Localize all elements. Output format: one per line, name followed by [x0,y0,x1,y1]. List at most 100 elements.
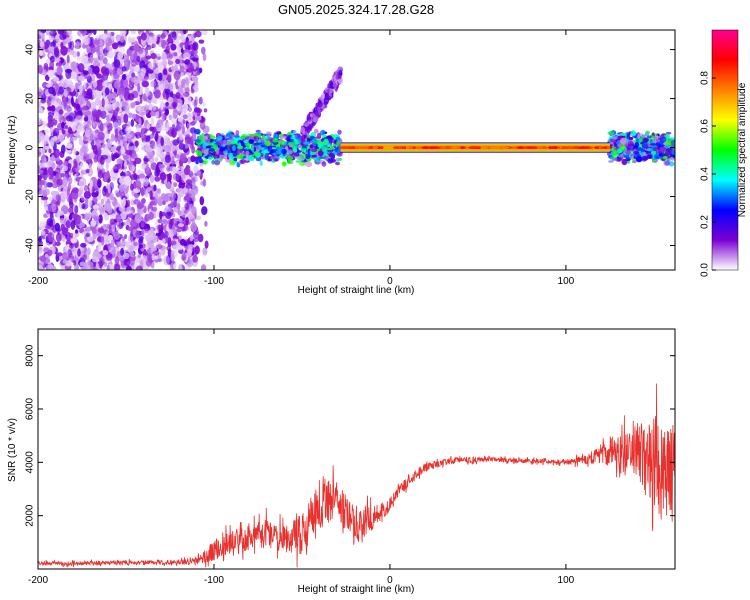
band-blob [301,145,307,149]
noise-blob [54,83,60,93]
noise-blob [77,94,85,105]
noise-blob [75,168,79,178]
line-peak [606,146,611,150]
noise-blob [182,104,187,110]
noise-blob [194,80,199,90]
noise-blob [144,178,150,183]
band-blob [609,155,617,159]
noise-blob [181,253,187,261]
noise-blob [164,146,169,152]
noise-blob [191,218,196,224]
band-blob [629,155,635,160]
noise-blob [159,172,167,181]
band-blob [233,157,238,162]
noise-blob [175,92,181,99]
band-blob [198,157,202,164]
noise-blob [38,91,42,97]
band-blob [653,154,660,160]
noise-blob [168,221,173,230]
noise-blob [170,240,177,246]
noise-blob [89,179,94,189]
band-blob [301,154,306,160]
noise-blob [41,94,47,101]
band-blob [620,137,627,145]
noise-blob [158,224,162,231]
noise-blob [170,43,177,51]
line-peak [409,146,414,150]
noise-blob [73,158,77,167]
noise-blob [119,175,126,186]
noise-blob [105,120,110,126]
noise-blob [70,237,78,244]
noise-blob [192,42,197,51]
band-blob [653,146,658,151]
band-blob [219,152,225,155]
line-peak [469,146,481,150]
noise-blob [170,253,175,262]
noise-blob [62,100,68,110]
noise-blob [80,162,84,171]
noise-blob [130,76,138,83]
noise-blob [92,204,100,210]
noise-blob [38,226,43,231]
spectrogram-heatmap [38,30,675,270]
band-blob [272,138,279,143]
x-tick-label: -100 [204,276,224,287]
noise-blob [166,37,174,43]
noise-blob [185,216,189,226]
band-blob [318,143,322,149]
noise-blob [75,114,83,120]
noise-blob [124,133,133,139]
noise-blob [48,86,55,95]
band-blob [633,151,640,154]
band-blob [306,137,311,142]
noise-blob [144,73,149,80]
noise-blob [124,159,128,169]
noise-blob [143,67,147,74]
noise-blob [171,156,175,166]
noise-blob [151,97,158,104]
noise-blob [120,171,126,178]
noise-blob [39,41,45,48]
noise-blob [197,233,204,243]
noise-blob [177,223,185,228]
noise-blob [101,81,108,86]
band-blob [635,147,643,152]
noise-blob [191,49,198,55]
noise-blob [177,129,183,137]
noise-blob [186,139,193,144]
noise-blob [154,157,159,162]
noise-blob [151,262,155,269]
noise-blob [47,119,54,129]
noise-blob [158,229,163,235]
line-peak [421,146,430,150]
noise-blob [52,266,57,270]
y-tick-label: 0 [25,144,36,150]
snr-y-label: SNR (10 * v/v) [7,418,18,482]
noise-blob [44,135,47,141]
noise-blob [111,223,115,233]
noise-blob [62,78,70,89]
noise-blob [117,51,124,60]
noise-blob [42,120,47,129]
noise-blob [94,129,100,134]
noise-blob [136,55,141,63]
noise-blob [155,110,160,119]
noise-blob [55,241,61,247]
noise-blob [38,107,43,112]
band-blob [273,148,278,152]
noise-blob [146,233,154,239]
band-blob [310,135,315,140]
noise-blob [41,196,49,201]
band-blob [240,135,247,139]
noise-blob [105,162,109,172]
noise-blob [195,30,202,38]
noise-blob [100,235,105,246]
noise-blob [140,164,145,170]
band-blob [210,138,214,143]
noise-blob [185,77,189,86]
noise-blob [162,217,168,226]
band-blob [193,128,201,135]
noise-blob [149,174,155,184]
